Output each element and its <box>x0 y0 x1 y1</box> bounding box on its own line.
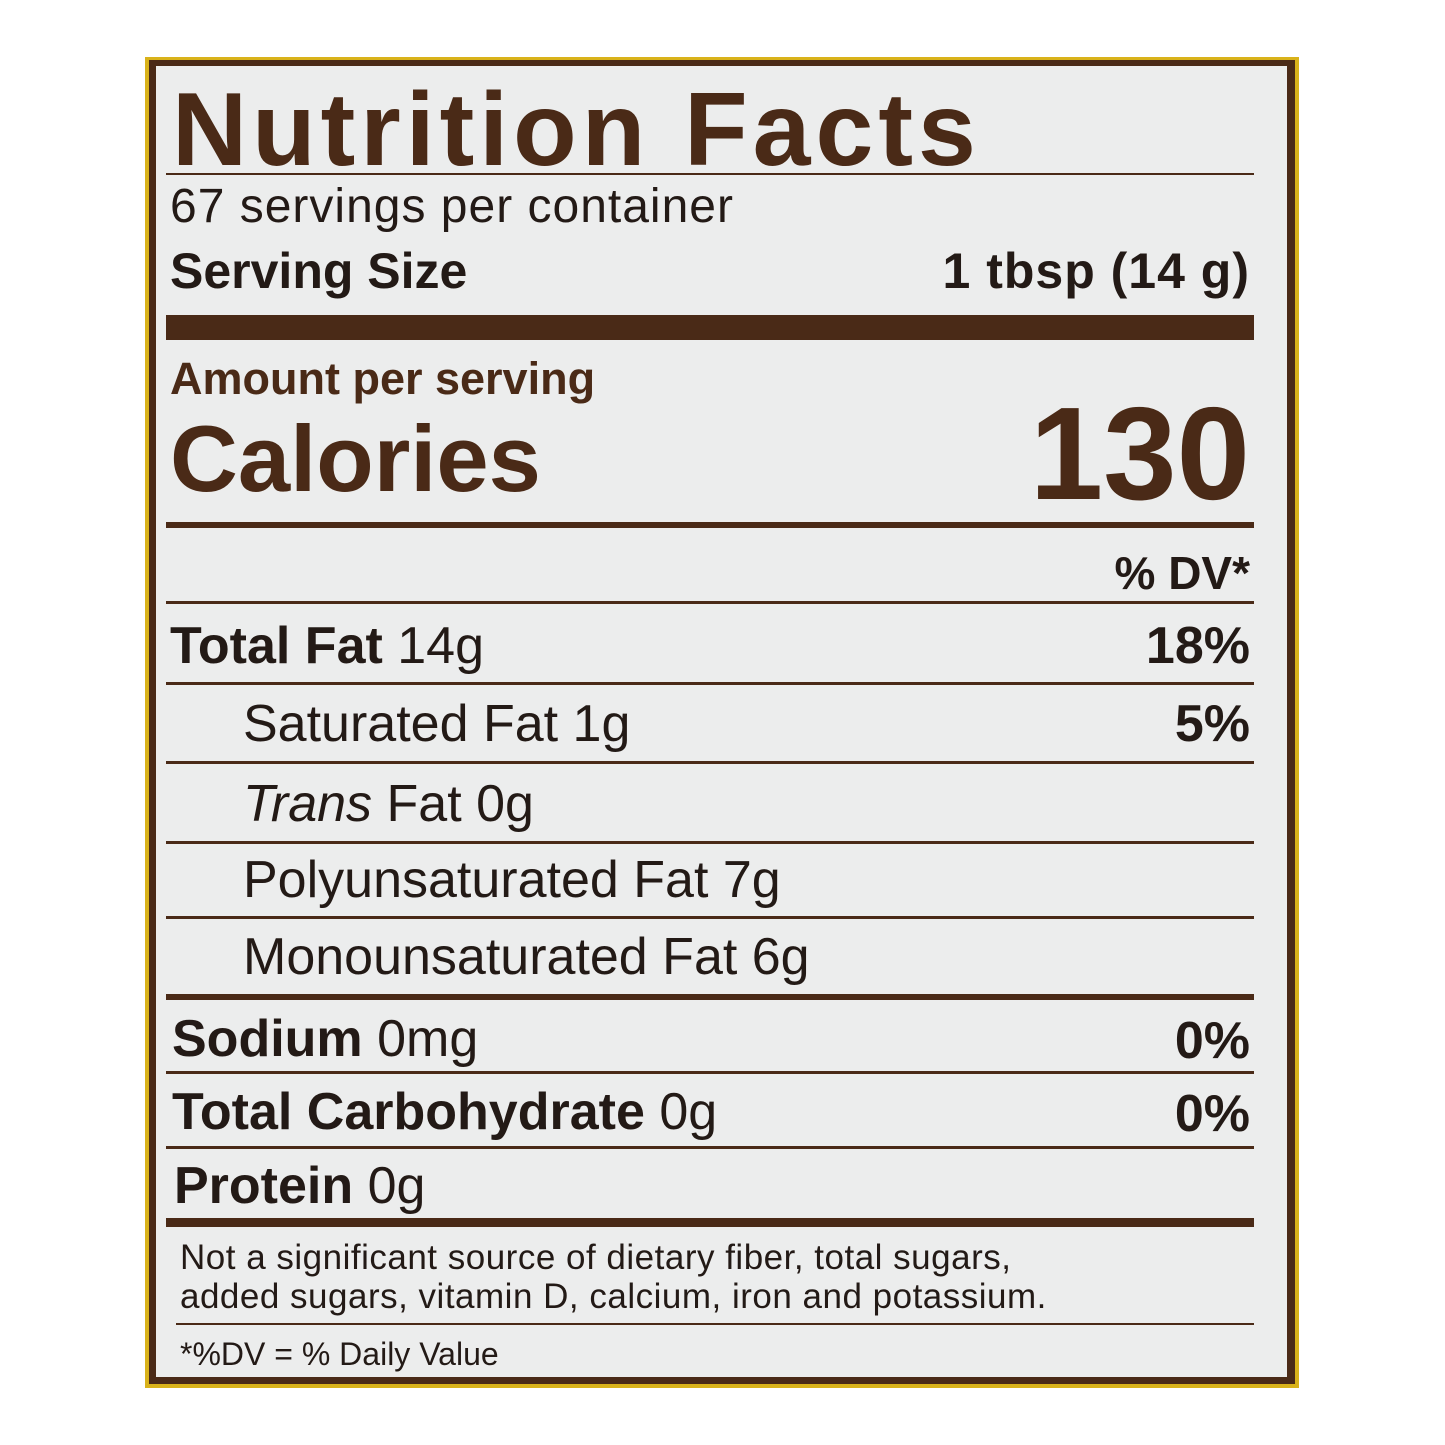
divider <box>166 761 1254 764</box>
nutrient-dv: 0% <box>1174 1012 1250 1070</box>
nutrient-amount: 0g <box>476 775 534 833</box>
nutrient-amount: 14g <box>397 617 485 675</box>
nutrient-row-total-fat: Total Fat 14g <box>170 620 484 672</box>
divider <box>166 1146 1254 1149</box>
nutrient-name: Total Carbohydrate <box>172 1083 645 1141</box>
divider <box>166 682 1254 685</box>
nutrient-name-suffix: Fat <box>386 775 462 833</box>
nutrient-row-monounsaturated-fat: Monounsaturated Fat 6g <box>243 931 810 983</box>
nutrient-name: Saturated Fat <box>243 695 559 753</box>
nutrient-name: Sodium <box>172 1010 363 1068</box>
nutrient-amount: 7g <box>722 851 781 909</box>
dv-footnote: *%DV = % Daily Value <box>180 1336 499 1372</box>
divider <box>166 601 1254 604</box>
nutrient-amount: 1g <box>572 695 631 753</box>
nutrient-amount: 6g <box>751 928 810 986</box>
servings-per-container: 67 servings per container <box>170 180 734 233</box>
dv-header: % DV* <box>1114 547 1250 599</box>
calories-value: 130 <box>1029 380 1250 527</box>
divider <box>176 1323 1254 1325</box>
nutrient-row-total-carbohydrate: Total Carbohydrate 0g <box>172 1086 717 1138</box>
nutrient-row-saturated-fat: Saturated Fat 1g <box>243 698 630 750</box>
nutrient-dv: 18% <box>1145 617 1250 675</box>
divider <box>166 994 1254 1000</box>
nutrient-dv: 0% <box>1174 1085 1250 1143</box>
nutrient-name: Polyunsaturated Fat <box>243 851 709 909</box>
thick-divider <box>166 315 1254 340</box>
calories-label: Calories <box>170 406 541 511</box>
nutrient-row-sodium: Sodium 0mg <box>172 1013 478 1065</box>
nutrition-label <box>156 66 1287 1377</box>
nutrient-amount: 0mg <box>377 1010 479 1068</box>
footnote-line-1: Not a significant source of dietary fibe… <box>180 1238 1012 1277</box>
nutrient-amount: 0g <box>659 1083 718 1141</box>
divider <box>166 1071 1254 1074</box>
serving-size-value: 1 tbsp (14 g) <box>942 243 1250 299</box>
divider <box>166 841 1254 844</box>
amount-per-serving: Amount per serving <box>170 353 596 404</box>
divider <box>166 173 1254 175</box>
nutrient-name: Total Fat <box>170 617 383 675</box>
nutrient-name: Trans <box>243 775 373 833</box>
divider <box>166 916 1254 919</box>
nutrient-dv: 5% <box>1174 695 1250 753</box>
nutrient-row-trans-fat: Trans Fat 0g <box>243 778 534 830</box>
serving-size-label: Serving Size <box>170 243 468 299</box>
nutrient-row-protein: Protein 0g <box>174 1160 425 1212</box>
nutrient-row-polyunsaturated-fat: Polyunsaturated Fat 7g <box>243 854 781 906</box>
nutrient-name: Monounsaturated Fat <box>243 928 738 986</box>
label-title: Nutrition Facts <box>172 72 981 188</box>
thick-divider <box>166 1218 1254 1227</box>
nutrient-name: Protein <box>174 1157 354 1215</box>
divider <box>166 522 1254 528</box>
footnote-line-2: added sugars, vitamin D, calcium, iron a… <box>180 1277 1047 1316</box>
nutrient-amount: 0g <box>367 1157 426 1215</box>
